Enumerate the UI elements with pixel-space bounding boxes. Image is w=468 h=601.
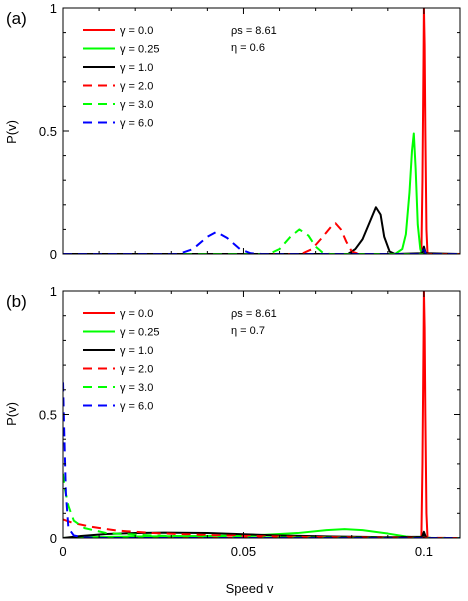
panel-a-series-line-2: [63, 132, 460, 254]
panel-a-annotation-2: η = 0.6: [231, 42, 265, 54]
panel-b-series-line-4: [63, 518, 460, 538]
panel-b-annotation-1: ρs = 8.61: [231, 308, 277, 320]
panel-a-annotation-1: ρs = 8.61: [231, 25, 277, 37]
panel-b-legend-label-2: γ = 0.25: [120, 327, 159, 339]
panel-b-ytick-label-3: 1: [50, 284, 57, 299]
panel-b-ytick-label-2: 0.5: [39, 408, 57, 423]
panel-a-tag: (a): [6, 9, 27, 28]
panel-a-legend-label-4: γ = 2.0: [120, 81, 153, 93]
panel-a: 0 0.5 1 (a) P(v) γ = 0.0 γ = 0.25 γ = 1.0 γ = 2.…: [4, 1, 461, 262]
panel-a-legend-label-2: γ = 0.25: [120, 44, 159, 56]
panel-a-series-line-1: [63, 8, 460, 254]
panel-b: 00.510 0.05 0.1(b)P(v)Speed vγ = 0.0γ = 0.…: [4, 284, 461, 596]
panel-b-xtick-label-3: 0.1: [415, 544, 433, 559]
panel-a-series-line-3: [63, 206, 460, 254]
panel-b-legend-label-3: γ = 1.0: [120, 345, 153, 357]
panel-a-ytick-label-3: 1: [50, 1, 57, 16]
panel-b-xtick-label-2: 0.05: [231, 544, 256, 559]
panel-b-ytick-label-1: 0: [50, 531, 57, 546]
panel-a-series-line-5: [63, 228, 460, 254]
panel-b-xlabel: Speed v: [226, 581, 274, 596]
panel-a-legend-label-6: γ = 6.0: [120, 118, 153, 130]
panel-a-series-line-4: [63, 222, 460, 254]
panel-b-legend: γ = 0.0 γ = 0.25 γ = 1.0 γ = 2.0 γ = 3.0 γ = …: [83, 308, 159, 413]
panel-b-legend-label-1: γ = 0.0: [120, 308, 153, 320]
panel-b-tag: (b): [6, 292, 27, 311]
panel-a-ytick-label-2: 0.5: [39, 124, 57, 139]
panel-b-ylabel: P(v): [4, 402, 19, 426]
panel-a-ylabel: P(v): [4, 120, 19, 144]
panel-a-legend-label-1: γ = 0.0: [120, 25, 153, 37]
panel-b-series-line-1: [63, 291, 460, 538]
panel-b-annotation-2: η = 0.7: [231, 325, 265, 337]
panel-b-series-line-5: [63, 473, 460, 538]
panel-a-legend-label-5: γ = 3.0: [120, 99, 153, 111]
panel-b-xtick-label-1: 0: [59, 544, 66, 559]
panel-b-legend-label-5: γ = 3.0: [120, 382, 153, 394]
panel-a-ytick-label-1: 0: [50, 247, 57, 262]
panel-a-legend-label-3: γ = 1.0: [120, 62, 153, 74]
panel-b-legend-label-4: γ = 2.0: [120, 364, 153, 376]
panel-a-legend: γ = 0.0 γ = 0.25 γ = 1.0 γ = 2.0 γ = 3.0 γ = …: [83, 25, 159, 130]
panel-b-legend-label-6: γ = 6.0: [120, 401, 153, 413]
